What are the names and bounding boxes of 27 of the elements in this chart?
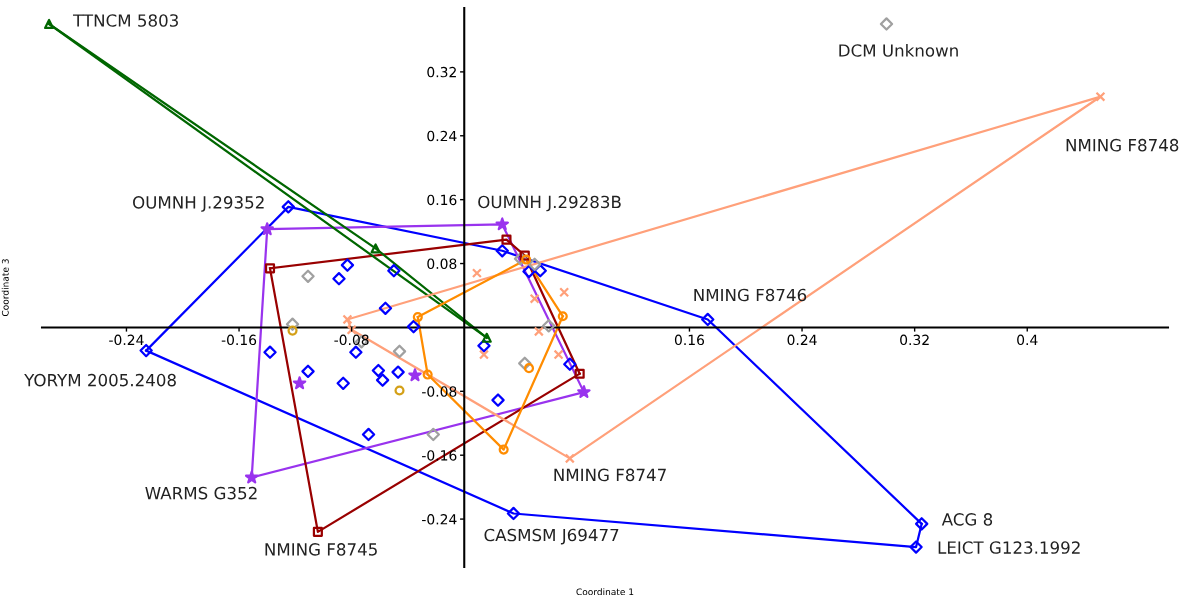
y-tick-label: 0.16 <box>427 194 457 206</box>
annotation: NMING F8748 <box>1066 138 1179 152</box>
y-tick-label: 0.08 <box>427 258 457 270</box>
annotation: TTNCM 5803 <box>72 14 178 27</box>
x-tick-label: 0.24 <box>787 334 817 346</box>
x-axis-title: Coordinate 1 <box>576 588 634 595</box>
x-tick-label: -0.24 <box>109 334 144 346</box>
annotation: LEICT G123.1992 <box>938 541 1080 554</box>
x-tick-label: 0.4 <box>1017 334 1038 346</box>
x-tick-label: -0.16 <box>221 334 257 346</box>
y-axis-title: Coordinate 3 <box>1 259 9 317</box>
y-tick-label: 0.24 <box>427 130 457 142</box>
x-tick-label: 0.16 <box>674 334 705 346</box>
annotation: ACG 8 <box>941 513 993 526</box>
y-tick-label: 0.32 <box>427 66 456 78</box>
annotation: NMING F8745 <box>265 543 377 556</box>
annotation: WARMS G352 <box>145 486 257 500</box>
annotation: OUMNH J.29283B <box>478 195 621 212</box>
annotation: YORYM 2005.2408 <box>24 373 176 387</box>
y-tick-label: -0.24 <box>422 514 457 525</box>
annotation: CASMSM J69477 <box>484 528 619 545</box>
annotation: NMING F8747 <box>554 468 666 482</box>
annotation: OUMNH J.29352 <box>133 196 264 212</box>
annotation: DCM Unknown <box>839 43 958 57</box>
x-tick-label: -0.08 <box>334 334 369 346</box>
x-tick-label: 0.32 <box>900 334 929 346</box>
annotation: NMING F8746 <box>694 288 807 302</box>
